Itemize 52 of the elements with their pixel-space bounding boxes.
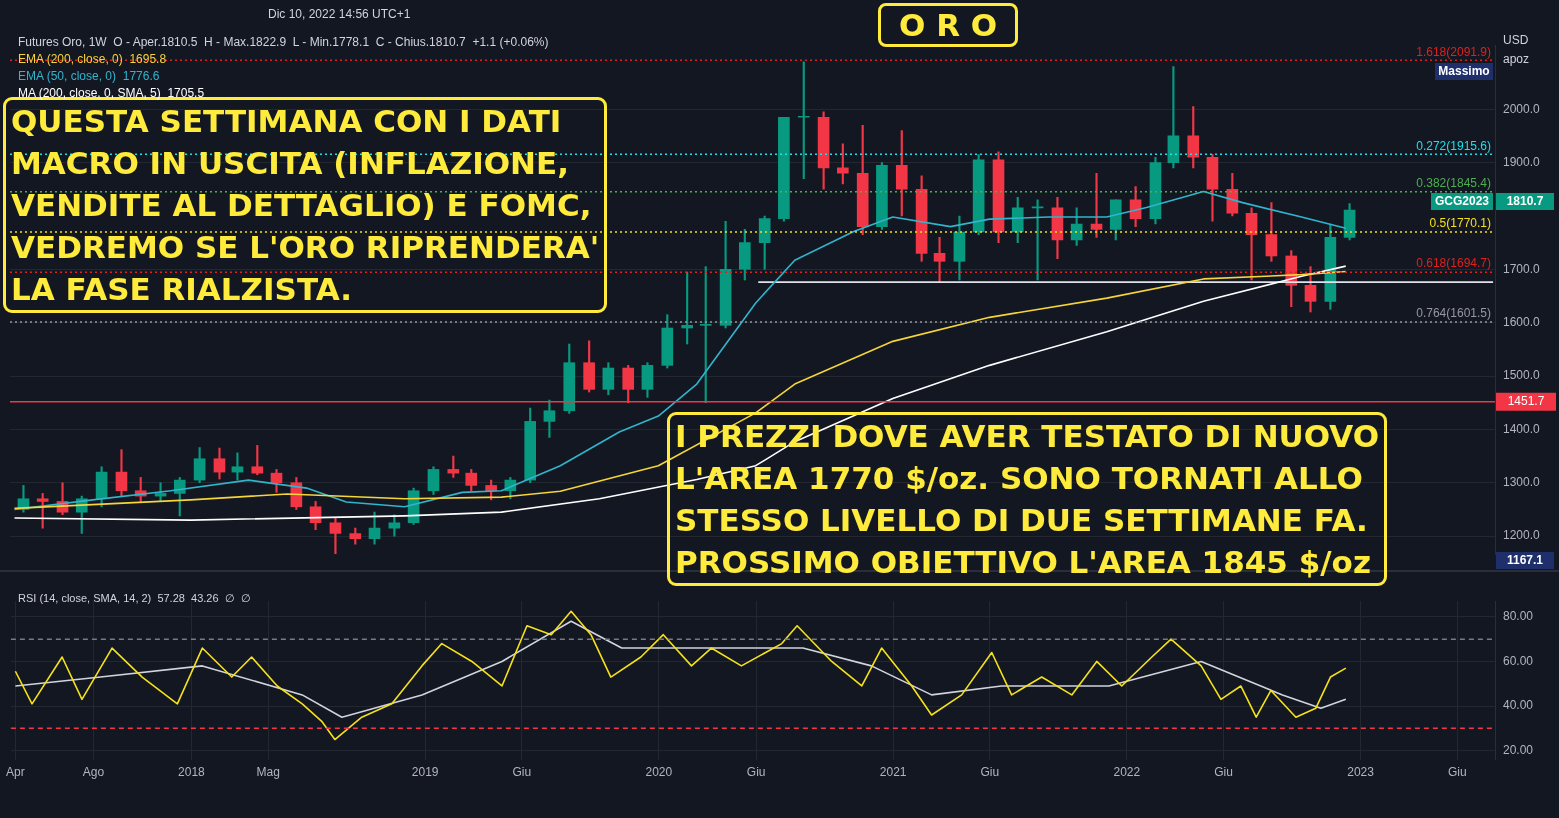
x-tick-label: 2019 <box>411 765 439 780</box>
ref-line-label: 0.382(1845.4) <box>1416 176 1491 191</box>
x-tick-label: Apr <box>6 765 25 780</box>
text: EMA (50, close, 0) 1776.6 <box>18 69 160 83</box>
x-tick-label: 2021 <box>879 765 907 780</box>
y-tick-label: 80.00 <box>1503 609 1534 624</box>
chart-title: O R O <box>878 3 1019 47</box>
candlestick <box>329 517 342 555</box>
y-tick-label: 1600.0 <box>1503 314 1541 329</box>
ref-line-label: 0.5(1770.1) <box>1429 216 1491 231</box>
y-tick-label: 1900.0 <box>1503 154 1541 169</box>
annotation: Futures Oro, 1W O - Aper.1810.5 H - Max.1822.9 L - Min.1778.1 C - Chius.1810.7 +1.1 (+0.06%) <box>18 35 549 49</box>
annotation: Massimo <box>1435 63 1493 80</box>
x-tick-label: 2018 <box>178 765 206 780</box>
x-tick-label: Giu <box>1447 765 1467 780</box>
text: Dic 10, 2022 14:56 UTC+1 <box>268 7 411 21</box>
candlestick <box>933 236 946 283</box>
annotation: GCG2023 <box>1431 193 1493 210</box>
x-tick-label: 2022 <box>1113 765 1141 780</box>
ref-line-label: 1451.7 <box>1507 394 1545 409</box>
x-tick-label: Mag <box>256 765 280 780</box>
y-tick-label: 1200.0 <box>1503 528 1541 543</box>
ref-line-label: 0.272(1915.6) <box>1416 138 1491 153</box>
annotation: QUESTA SETTIMANA CON I DATI MACRO IN USCITA (INFLAZIONE, VENDITE AL DETTAGLIO) E FOMC, VEDREMO SE L'ORO RIPRENDERA' LA FASE RIALZISTA. <box>11 103 600 307</box>
text: 1167.1 <box>1496 552 1554 569</box>
y-tick-label: 1700.0 <box>1503 261 1541 276</box>
x-tick-label: 2023 <box>1347 765 1375 780</box>
ref-line-label: 0.764(1601.5) <box>1416 306 1491 321</box>
x-tick-label: Giu <box>980 765 1000 780</box>
y-tick-label: 40.00 <box>1503 698 1534 713</box>
text: MA (200, close, 0, SMA, 5) 1705.5 <box>18 86 205 100</box>
chart-title: RSI (14, close, SMA, 14, 2) 57.28 43.26 ∅ ∅ <box>18 592 251 605</box>
y-tick-label: 60.00 <box>1503 653 1534 668</box>
ref-line-label: 0.618(1694.7) <box>1416 256 1491 271</box>
ref-line-label: 1.618(2091.9) <box>1416 44 1491 59</box>
candlestick <box>1090 172 1103 238</box>
x-tick-label: Giu <box>512 765 532 780</box>
y-tick-label: 20.00 <box>1503 742 1534 757</box>
y-tick-label: 1500.0 <box>1503 368 1541 383</box>
x-tick-label: 2020 <box>645 765 673 780</box>
y-tick-label: 1400.0 <box>1503 421 1541 436</box>
y-tick-label: 2000.0 <box>1503 101 1541 116</box>
x-tick-label: Giu <box>746 765 766 780</box>
y-tick-label: 1300.0 <box>1503 475 1541 490</box>
text: apoz <box>1503 52 1530 66</box>
text: 1810.7 <box>1496 193 1554 210</box>
candlestick <box>797 61 810 179</box>
x-tick-label: Giu <box>1214 765 1233 780</box>
text: EMA (200, close, 0) 1695.8 <box>18 52 167 66</box>
x-tick-label: Ago <box>82 765 105 780</box>
y-axis-title: USD <box>1503 33 1529 47</box>
candlestick <box>231 452 244 481</box>
